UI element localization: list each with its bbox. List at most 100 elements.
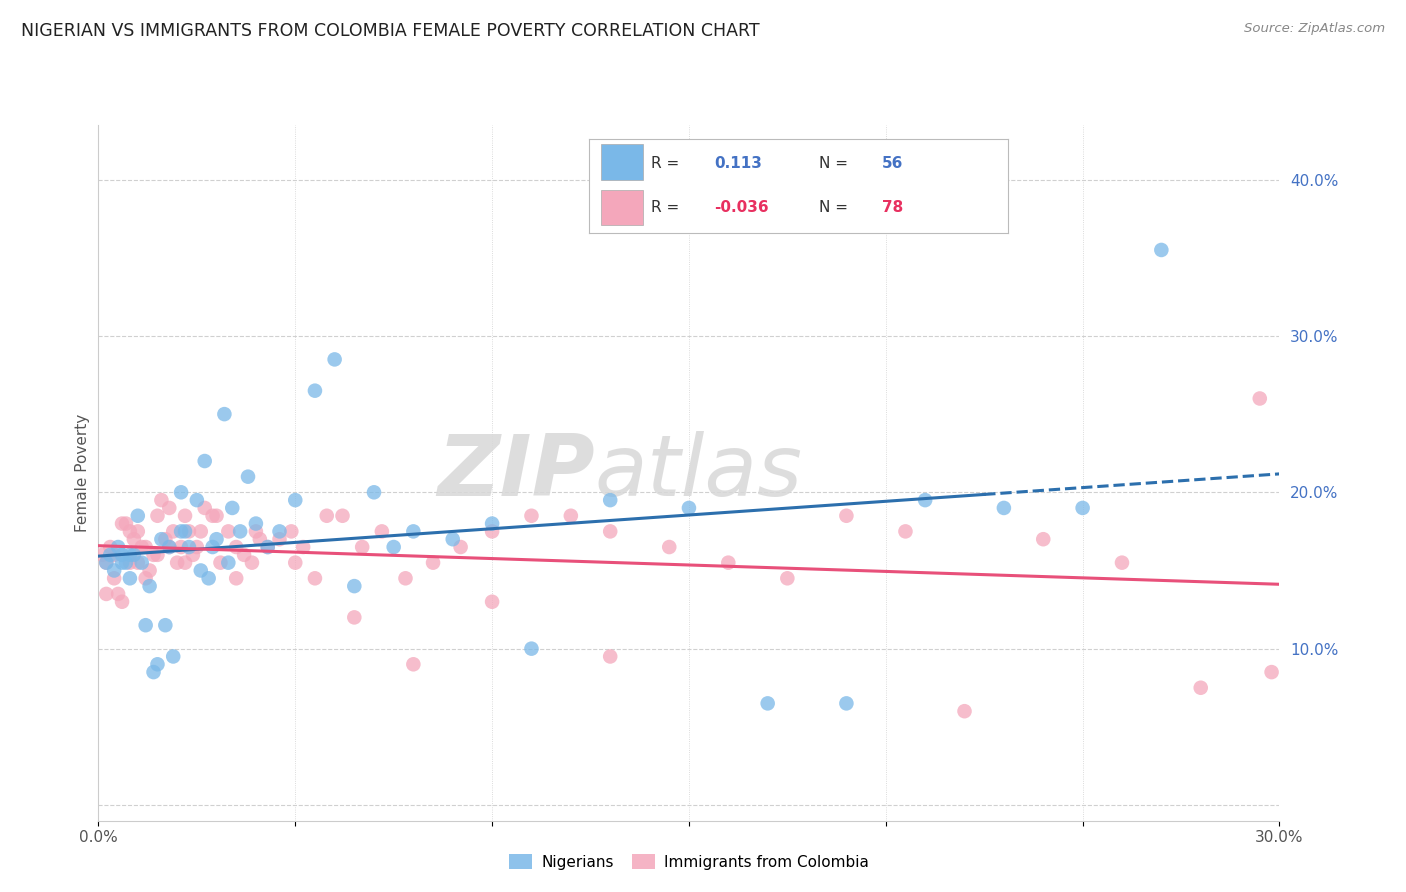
Point xyxy=(363,485,385,500)
Point xyxy=(214,407,236,421)
Legend: Nigerians, Immigrants from Colombia: Nigerians, Immigrants from Colombia xyxy=(503,847,875,876)
Point xyxy=(142,665,165,679)
Point xyxy=(91,548,114,562)
Text: ZIP: ZIP xyxy=(437,431,595,515)
Point xyxy=(135,571,157,585)
Point xyxy=(240,556,263,570)
Point xyxy=(146,548,169,562)
Point xyxy=(756,697,779,711)
Point xyxy=(98,540,121,554)
Point xyxy=(245,516,267,531)
Text: 56: 56 xyxy=(882,156,904,170)
Point xyxy=(170,485,193,500)
Point xyxy=(96,556,118,570)
Point xyxy=(894,524,917,539)
Point xyxy=(1111,556,1133,570)
Point xyxy=(217,556,239,570)
Point xyxy=(135,540,157,554)
Point xyxy=(103,571,125,585)
Point xyxy=(174,508,197,523)
Point xyxy=(107,587,129,601)
Point xyxy=(209,556,232,570)
Point xyxy=(1071,500,1094,515)
Point xyxy=(1249,392,1271,406)
Point xyxy=(111,595,134,609)
Text: R =: R = xyxy=(651,156,685,170)
Point xyxy=(481,524,503,539)
Text: N =: N = xyxy=(820,200,853,215)
Point xyxy=(155,532,177,546)
Text: R =: R = xyxy=(651,200,685,215)
Point xyxy=(599,493,621,508)
Point xyxy=(138,564,160,578)
Point xyxy=(717,556,740,570)
Point xyxy=(441,532,464,546)
Point xyxy=(221,500,243,515)
Point xyxy=(162,649,184,664)
Point xyxy=(118,548,141,562)
Point xyxy=(157,540,180,554)
Point xyxy=(194,500,217,515)
Point xyxy=(332,508,354,523)
Point xyxy=(245,524,267,539)
Point xyxy=(233,548,256,562)
Point xyxy=(269,532,291,546)
Point xyxy=(96,556,118,570)
Point xyxy=(162,524,184,539)
Point xyxy=(150,532,173,546)
Point xyxy=(352,540,374,554)
Point xyxy=(115,556,138,570)
Point xyxy=(157,540,180,554)
Point xyxy=(599,524,621,539)
Point xyxy=(194,454,217,468)
Text: 78: 78 xyxy=(882,200,903,215)
Point xyxy=(249,532,271,546)
Point xyxy=(520,641,543,656)
Point xyxy=(269,524,291,539)
Point xyxy=(304,384,326,398)
Point xyxy=(402,657,425,672)
Point xyxy=(382,540,405,554)
Y-axis label: Female Poverty: Female Poverty xyxy=(75,414,90,532)
Point xyxy=(256,540,278,554)
Point xyxy=(131,556,153,570)
Bar xyxy=(602,145,643,180)
Point xyxy=(256,540,278,554)
Point xyxy=(343,610,366,624)
Point xyxy=(174,524,197,539)
Point xyxy=(280,524,302,539)
Point xyxy=(481,595,503,609)
Point xyxy=(953,704,976,718)
Point xyxy=(993,500,1015,515)
Point xyxy=(560,508,582,523)
Point xyxy=(122,548,145,562)
Point xyxy=(174,556,197,570)
Point xyxy=(450,540,472,554)
Point xyxy=(678,500,700,515)
Point xyxy=(284,493,307,508)
Point xyxy=(1150,243,1173,257)
Point xyxy=(186,540,208,554)
Point xyxy=(315,508,337,523)
Point xyxy=(292,540,315,554)
Point xyxy=(835,697,858,711)
Text: N =: N = xyxy=(820,156,853,170)
Point xyxy=(122,532,145,546)
Point xyxy=(402,524,425,539)
Point xyxy=(371,524,394,539)
Point xyxy=(127,508,149,523)
Point xyxy=(229,524,252,539)
Point xyxy=(1260,665,1282,679)
Point xyxy=(146,657,169,672)
Point xyxy=(146,508,169,523)
Point xyxy=(181,548,204,562)
Point xyxy=(96,587,118,601)
Point xyxy=(422,556,444,570)
Point xyxy=(177,540,200,554)
Point xyxy=(111,548,134,562)
Bar xyxy=(602,189,643,225)
Text: 0.113: 0.113 xyxy=(714,156,762,170)
Point xyxy=(186,493,208,508)
Point xyxy=(135,618,157,632)
Text: atlas: atlas xyxy=(595,431,803,515)
